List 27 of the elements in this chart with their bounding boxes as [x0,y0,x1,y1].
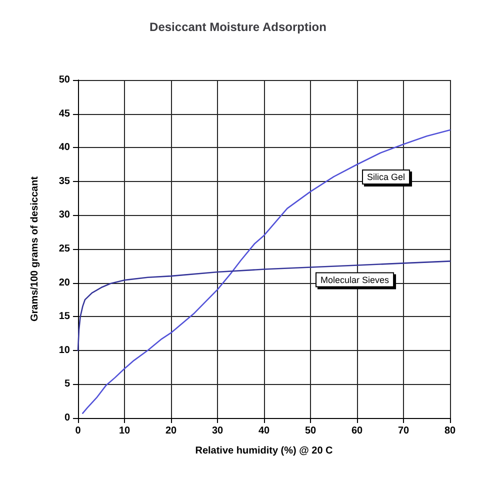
line-series [82,129,451,414]
x-axis-title: Relative humidity (%) @ 20 C [195,446,333,456]
series-label: Molecular Sieves [320,274,390,285]
y-axis-title: Grams/100 grams of desiccant [30,176,40,322]
x-tick-label: 60 [351,426,363,436]
x-tick-label: 20 [165,426,177,436]
y-tick-label: 35 [58,176,70,187]
chart-title: Desiccant Moisture Adsorption [150,20,326,34]
y-tick-label: 15 [58,311,70,322]
x-tick-label: 80 [444,426,456,436]
y-tick-label: 30 [58,210,70,221]
x-tick-label: 40 [258,426,270,436]
x-tick-label: 30 [212,426,224,436]
x-tick-label: 70 [398,426,410,436]
y-tick-label: 0 [64,412,70,424]
y-tick-label: 5 [64,378,70,390]
x-tick-label: 0 [75,426,82,436]
y-tick-label: 50 [58,74,70,86]
line-series [77,260,451,352]
y-tick-label: 45 [58,108,70,120]
y-tick-label: 10 [58,344,70,356]
x-tick-label: 50 [304,426,316,436]
x-tick-label: 10 [118,426,130,436]
series-label: Silica Gel [367,172,406,182]
y-tick-label: 25 [58,244,70,254]
y-tick-label: 20 [58,277,70,288]
y-tick-label: 40 [58,142,70,154]
